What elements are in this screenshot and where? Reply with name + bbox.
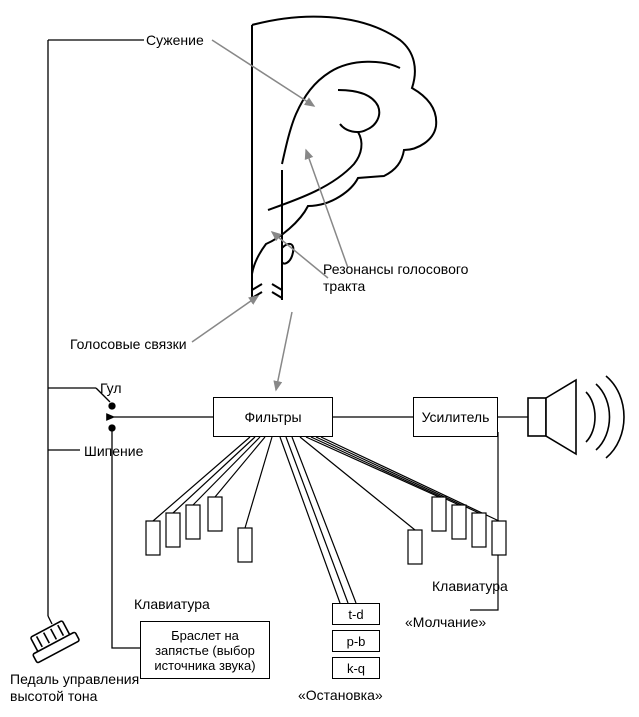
diagram-lines bbox=[0, 0, 639, 717]
buzz-label: Гул bbox=[100, 380, 122, 397]
keys-left bbox=[146, 497, 252, 562]
hiss-label: Шипение bbox=[84, 443, 143, 460]
keyboard-right-label: Клавиатура bbox=[432, 578, 508, 595]
pedal-icon bbox=[25, 618, 80, 663]
vocal-cords-label: Голосовые связки bbox=[70, 336, 187, 353]
constriction-label: Сужение bbox=[146, 32, 204, 49]
pb-box: p-b bbox=[332, 630, 380, 652]
keys-right bbox=[408, 497, 506, 564]
amplifier-box: Усилитель bbox=[413, 397, 498, 437]
speaker-icon bbox=[528, 376, 624, 458]
keyboard-left-label: Клавиатура bbox=[134, 596, 210, 613]
stop-label: «Остановка» bbox=[298, 687, 383, 704]
filters-box: Фильтры bbox=[213, 397, 333, 437]
resonances-label: Резонансы голосового тракта bbox=[323, 261, 468, 295]
pedal-label: Педаль управления высотой тона bbox=[10, 671, 139, 705]
silence-label: «Молчание» bbox=[405, 614, 486, 631]
kq-box: k-q bbox=[332, 657, 380, 679]
td-box: t-d bbox=[332, 603, 380, 625]
wrist-box: Браслет на запястье (выбор источника зву… bbox=[140, 621, 270, 679]
